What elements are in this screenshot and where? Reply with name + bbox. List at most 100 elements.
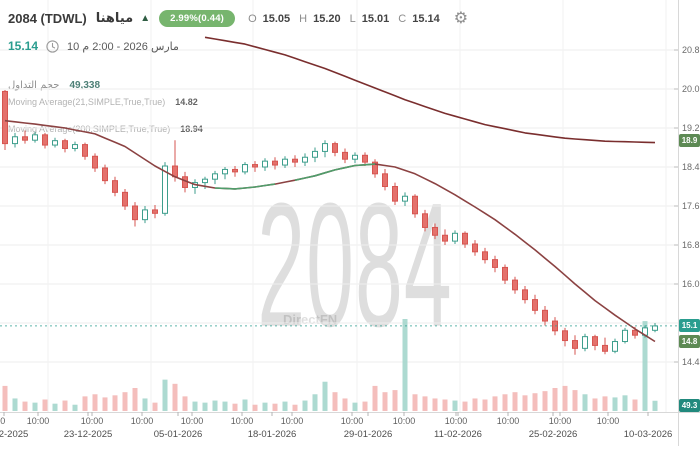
chart-subheader: 15.14 10 مارس 2026 - 2:00 م — [8, 39, 179, 53]
ohlc-value: 15.14 — [412, 13, 440, 25]
volume-bar — [293, 405, 298, 411]
time-label: 10:00 — [27, 416, 50, 426]
candle-body — [633, 330, 638, 335]
candle-body — [103, 168, 108, 181]
candle-body — [363, 155, 368, 162]
volume-bar — [143, 398, 148, 411]
volume-bar — [23, 402, 28, 411]
volume-bar — [373, 386, 378, 411]
settings-gear-icon[interactable]: ⚙ — [454, 11, 468, 27]
volume-bar — [503, 394, 508, 411]
candle-body — [353, 155, 358, 159]
candle-body — [473, 244, 478, 252]
time-label: 10:00 — [231, 416, 254, 426]
company-name: مياهنا — [96, 11, 133, 26]
candle-body — [543, 310, 548, 321]
candle-body — [383, 174, 388, 187]
ohlc-readout: O15.05H15.20L15.01C15.14 — [248, 13, 443, 25]
volume-bar — [433, 398, 438, 411]
volume-bar — [83, 396, 88, 411]
change-badge: 2.99%(0.44) — [159, 10, 235, 27]
time-label: 10:00 — [445, 416, 468, 426]
candle-body — [653, 326, 658, 330]
candle-body — [503, 267, 508, 280]
time-label: 10:00 — [549, 416, 572, 426]
volume-bar — [213, 401, 218, 411]
candle-body — [313, 151, 318, 157]
volume-bar — [53, 404, 58, 411]
candle-body — [203, 179, 208, 182]
candle-body — [563, 331, 568, 341]
candle-body — [73, 145, 78, 149]
candle-body — [443, 235, 448, 241]
volume-bar — [93, 394, 98, 411]
volume-bar — [133, 388, 138, 411]
ohlc-value: 15.20 — [313, 13, 341, 25]
candle-body — [333, 144, 338, 153]
volume-bar — [153, 403, 158, 411]
candle-body — [123, 192, 128, 206]
date-label: 10-03-2026 — [624, 429, 673, 440]
volume-bar — [473, 398, 478, 411]
candle-body — [623, 330, 628, 341]
time-label: 10:00 — [131, 416, 154, 426]
ohlc-key: O — [248, 13, 257, 25]
candle-body — [453, 233, 458, 241]
volume-bar — [103, 397, 108, 411]
candle-body — [223, 169, 228, 173]
price-chart[interactable] — [0, 0, 700, 450]
candle-body — [3, 91, 8, 143]
date-label: 18-01-2026 — [248, 429, 297, 440]
time-label: 10:00 — [181, 416, 204, 426]
volume-bar — [243, 400, 248, 412]
candle-body — [423, 214, 428, 228]
time-label: 10:00 — [597, 416, 620, 426]
volume-bar — [583, 394, 588, 411]
candle-body — [213, 174, 218, 179]
candle-body — [253, 165, 258, 167]
candle-body — [143, 210, 148, 220]
volume-bar — [73, 405, 78, 411]
volume-bar — [193, 402, 198, 411]
candle-body — [603, 345, 608, 351]
candle-body — [523, 290, 528, 300]
volume-bar — [123, 392, 128, 411]
candle-body — [613, 342, 618, 352]
date-label: 23-12-2025 — [64, 429, 113, 440]
volume-bar — [43, 400, 48, 412]
volume-bar — [263, 403, 268, 411]
up-arrow-icon: ▲ — [140, 13, 150, 24]
volume-bar — [183, 396, 188, 411]
volume-bar — [543, 391, 548, 411]
volume-bar — [233, 404, 238, 411]
volume-bar — [563, 386, 568, 411]
volume-bar — [523, 395, 528, 411]
volume-bar — [603, 396, 608, 411]
candle-body — [13, 137, 18, 144]
ma21-line — [5, 121, 655, 342]
last-price: 15.14 — [8, 39, 38, 53]
volume-bar — [343, 398, 348, 411]
volume-bar — [423, 396, 428, 411]
candle-body — [483, 252, 488, 260]
volume-bar — [3, 386, 8, 411]
volume-bar — [443, 400, 448, 412]
volume-bar — [463, 402, 468, 411]
volume-bar — [223, 402, 228, 411]
candle-body — [243, 165, 248, 172]
volume-bar — [493, 396, 498, 411]
time-axis[interactable]: 10:00 10:00 10:00 10:00 10:00 10:00 10:00 10:00… — [0, 412, 700, 450]
candle-body — [323, 144, 328, 152]
candle-body — [43, 135, 48, 145]
clock-icon — [46, 40, 59, 53]
time-label: 10:00 — [341, 416, 364, 426]
volume-bar — [613, 397, 618, 411]
candle-body — [573, 341, 578, 349]
ohlc-value: 15.05 — [263, 13, 291, 25]
volume-bar — [323, 382, 328, 411]
candle-body — [153, 210, 158, 213]
candle-body — [413, 196, 418, 214]
volume-bar — [393, 390, 398, 411]
candle-body — [493, 260, 498, 268]
ohlc-key: L — [350, 13, 356, 25]
